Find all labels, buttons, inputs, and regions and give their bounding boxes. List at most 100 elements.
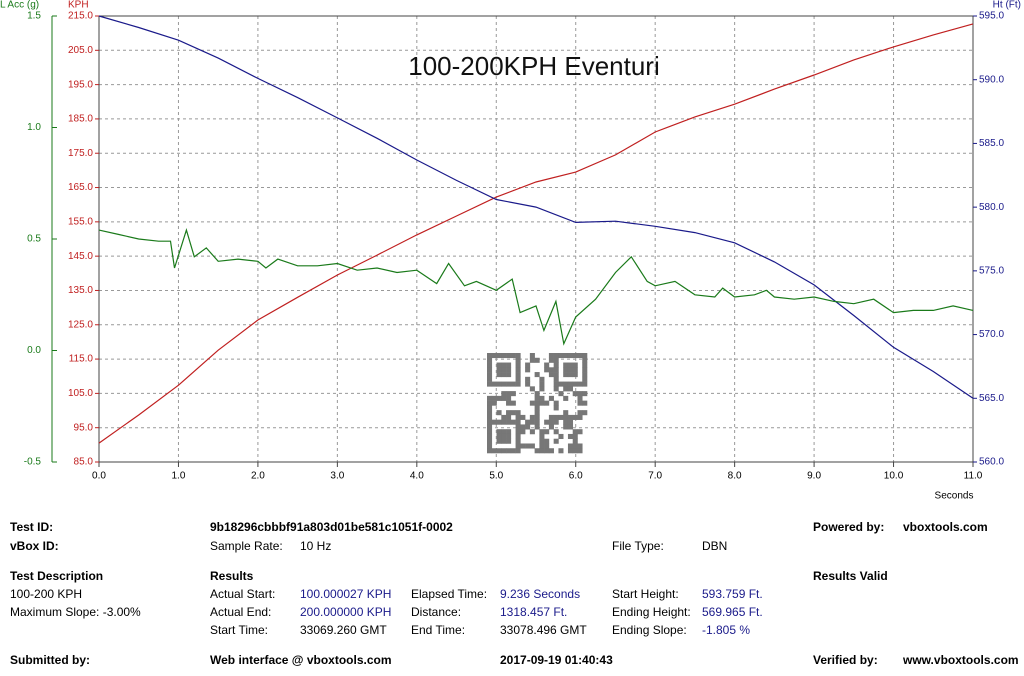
qr-module — [491, 353, 497, 359]
y-tick-label: 185.0 — [68, 114, 93, 125]
qr-module — [491, 400, 497, 406]
label: Ending Height: — [612, 605, 691, 619]
x-tick-label: 9.0 — [807, 471, 821, 482]
value: 200.000000 KPH — [300, 605, 391, 619]
qr-module — [553, 386, 559, 392]
qr-module — [496, 438, 502, 444]
qr-module — [572, 372, 578, 378]
qr-module — [553, 357, 559, 363]
qr-module — [529, 443, 535, 449]
label: Start Height: — [612, 587, 679, 601]
qr-module — [491, 381, 497, 387]
qr-module — [520, 414, 526, 420]
qr-module — [548, 419, 554, 425]
value: 1318.457 Ft. — [500, 605, 567, 619]
y-tick-label: 165.0 — [68, 182, 93, 193]
value: 593.759 Ft. — [702, 587, 763, 601]
qr-module — [487, 424, 493, 430]
qr-module — [515, 410, 521, 416]
label: End Time: — [411, 623, 465, 637]
qr-module — [567, 353, 574, 359]
qr-module — [567, 443, 574, 449]
qr-module — [487, 438, 493, 444]
qr-module — [506, 381, 512, 387]
qr-module — [520, 429, 526, 435]
qr-module — [577, 410, 583, 416]
x-tick-label: 3.0 — [330, 471, 344, 482]
qr-module — [534, 405, 540, 411]
qr-module — [501, 391, 507, 397]
label: Sample Rate: — [210, 539, 283, 553]
qr-module — [506, 429, 512, 435]
qr-module — [506, 367, 512, 373]
qr-module — [572, 433, 578, 440]
qr-module — [572, 362, 578, 368]
qr-module — [506, 410, 512, 416]
qr-module — [515, 438, 521, 444]
qr-module — [534, 448, 540, 454]
qr-module — [496, 429, 502, 435]
qr-module — [510, 419, 516, 425]
value: 10 Hz — [300, 539, 331, 553]
qr-module — [496, 395, 502, 401]
qr-module — [577, 429, 583, 435]
y2-tick-label: 595.0 — [979, 11, 1004, 22]
x-tick-label: 10.0 — [884, 471, 904, 482]
qr-module — [553, 438, 559, 444]
qr-module — [553, 381, 559, 387]
qr-module — [563, 424, 569, 430]
qr-module — [572, 381, 578, 387]
qr-module — [496, 353, 502, 359]
value: DBN — [702, 539, 727, 553]
qr-module — [491, 395, 497, 401]
qr-module — [529, 357, 535, 363]
qr-module — [487, 357, 493, 363]
value: 2017-09-19 01:40:43 — [500, 653, 613, 667]
label: Submitted by: — [10, 653, 90, 667]
value: 9.236 Seconds — [500, 587, 580, 601]
label: File Type: — [612, 539, 664, 553]
qr-module — [534, 424, 540, 430]
series-line — [98, 15, 974, 399]
qr-module — [553, 400, 559, 406]
qr-module — [525, 367, 531, 373]
qr-module — [501, 438, 507, 444]
qr-module — [525, 362, 531, 368]
qr-module — [510, 381, 516, 387]
label: Elapsed Time: — [411, 587, 487, 601]
qr-module — [553, 372, 559, 378]
qr-module — [553, 376, 559, 382]
y3-axis-title: L Acc (g) — [0, 0, 39, 11]
label: Ending Slope: — [612, 623, 687, 637]
qr-module — [525, 419, 531, 425]
qr-module — [567, 386, 574, 392]
qr-module — [567, 362, 574, 368]
qr-module — [582, 410, 588, 416]
qr-module — [525, 443, 531, 449]
qr-module — [567, 381, 574, 387]
qr-module — [506, 353, 512, 359]
qr-module — [515, 443, 521, 449]
y3-tick-label: -0.5 — [24, 457, 42, 468]
x-tick-label: 8.0 — [728, 471, 742, 482]
x-tick-label: 4.0 — [410, 471, 424, 482]
qr-module — [506, 400, 512, 406]
qr-module — [539, 395, 545, 401]
qr-module — [553, 414, 559, 420]
heading: Results Valid — [813, 569, 888, 583]
y-tick-label: 125.0 — [68, 319, 93, 330]
qr-module — [491, 448, 497, 454]
qr-module — [567, 419, 574, 425]
value: 100.000027 KPH — [300, 587, 391, 601]
qr-module — [525, 424, 531, 430]
qr-module — [487, 419, 493, 425]
qr-module — [558, 353, 564, 359]
qr-module — [553, 419, 559, 425]
qr-module — [548, 353, 554, 359]
qr-module — [501, 362, 507, 368]
qr-module — [487, 443, 493, 449]
qr-module — [544, 438, 550, 444]
value: 569.965 Ft. — [702, 605, 763, 619]
